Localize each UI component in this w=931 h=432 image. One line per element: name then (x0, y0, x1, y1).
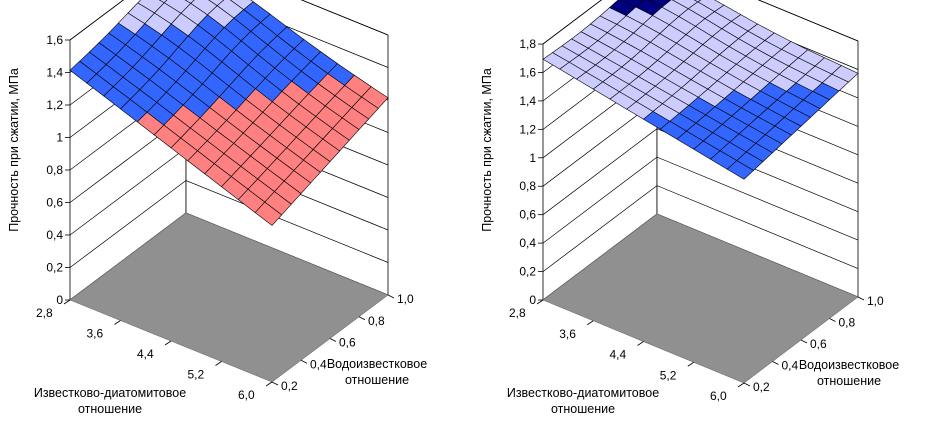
gridline (542, 128, 859, 215)
x-tick-mark (63, 299, 71, 305)
z-axis-title: Прочность при сжатии, МПа (7, 68, 21, 232)
x-tick-mark (536, 299, 544, 305)
gridline (69, 0, 389, 41)
x-tick-mark (687, 361, 694, 367)
z-tick-label: 0 (529, 293, 536, 307)
surface-cell (158, 0, 168, 4)
z-tick-label: 1 (56, 131, 63, 145)
y-tick-mark (800, 339, 808, 344)
y-tick-label: 0,6 (339, 336, 356, 350)
y-tick-label: 0,8 (368, 314, 385, 328)
y-axis-title-line1: Водоизвестковое (327, 357, 427, 371)
surface-cell (254, 201, 283, 226)
y-tick-label: 1,0 (397, 292, 414, 306)
surface-mesh (542, 0, 859, 180)
x-tick-label: 2,8 (509, 306, 526, 320)
y-axis-title-line1: Водоизвестковое (799, 358, 899, 372)
x-tick-label: 2,8 (36, 306, 53, 320)
z-axis-title: Прочность при сжатии, МПа (480, 68, 494, 232)
y-tick-label: 1,0 (867, 294, 884, 308)
x-tick-label: 3,6 (87, 327, 104, 341)
z-tick-label: 0,2 (519, 265, 536, 279)
y-tick-mark (743, 382, 751, 387)
gridline (542, 185, 859, 272)
z-tick-label: 1,6 (46, 33, 63, 47)
z-tick-label: 1,6 (519, 65, 536, 79)
z-tick-label: 1,4 (519, 94, 536, 108)
y-tick-mark (387, 294, 395, 299)
y-tick-label: 0,4 (310, 357, 327, 371)
y-tick-mark (772, 361, 779, 365)
x-tick-mark (265, 381, 273, 387)
gridline (542, 0, 859, 45)
x-tick-mark (587, 320, 594, 326)
x-tick-label: 6,0 (238, 388, 255, 402)
x-tick-label: 4,4 (610, 348, 627, 362)
surface-mesh (69, 0, 389, 226)
z-tick-label: 0,4 (519, 236, 536, 250)
z-tick-label: 0,6 (519, 208, 536, 222)
z-tick-label: 1,2 (519, 122, 536, 136)
y-tick-mark (358, 316, 366, 321)
x-axis-title-line1: Известково-диатомитовое (507, 386, 659, 400)
x-tick-label: 4,4 (137, 347, 154, 361)
z-tick-label: 0,6 (46, 196, 63, 210)
z-tick-label: 0,2 (46, 261, 63, 275)
y-axis-title-line2: отношение (817, 374, 881, 388)
surface-chart-1: 0 0,2 0,4 0,6 0,8 1 1,2 1,4 1,6 2,8 3,6 4,4 5,2 6,0 0,… (7, 0, 427, 416)
y-tick-mark (271, 381, 279, 386)
y-tick-mark (857, 296, 865, 301)
surface-cell (693, 0, 702, 3)
gridline (542, 156, 859, 244)
surface-chart-2: 0 0,2 0,4 0,6 0,8 1 1,2 1,4 1,6 1,8 2,8 3,6 4,4 5,2 6,… (480, 0, 899, 416)
x-axis-title-line1: Известково-диатомитовое (34, 386, 186, 400)
x-axis-title-line2: отношение (78, 402, 142, 416)
y-axis-title-line2: отношение (345, 373, 409, 387)
x-tick-label: 5,2 (660, 368, 677, 382)
x-tick-label: 3,6 (559, 327, 576, 341)
z-tick-label: 1 (529, 151, 536, 165)
y-tick-label: 0,4 (782, 359, 799, 373)
y-tick-mark (329, 338, 337, 342)
x-tick-mark (114, 320, 121, 325)
x-tick-mark (215, 361, 222, 366)
y-tick-label: 0,2 (281, 379, 298, 393)
y-tick-mark (829, 318, 836, 322)
x-tick-label: 6,0 (710, 389, 727, 403)
z-tick-label: 1,4 (46, 66, 63, 80)
x-tick-label: 5,2 (188, 368, 205, 382)
gridline (69, 180, 389, 268)
x-tick-mark (637, 341, 644, 346)
y-tick-label: 0,6 (810, 337, 827, 351)
z-tick-label: 1,2 (46, 98, 63, 112)
y-tick-label: 0,8 (839, 316, 856, 330)
z-tick-label: 1,8 (519, 37, 536, 51)
y-tick-label: 0,2 (753, 380, 770, 394)
z-tick-label: 0 (56, 293, 63, 307)
surface-cell (726, 160, 755, 180)
x-tick-mark (737, 382, 745, 388)
y-tick-mark (300, 359, 308, 364)
z-tick-label: 0,8 (46, 163, 63, 177)
surface-cell (184, 0, 195, 4)
x-tick-mark (164, 340, 172, 346)
x-axis-title-line2: отношение (551, 402, 615, 416)
z-tick-label: 0,8 (519, 179, 536, 193)
z-tick-label: 0,4 (46, 228, 63, 242)
